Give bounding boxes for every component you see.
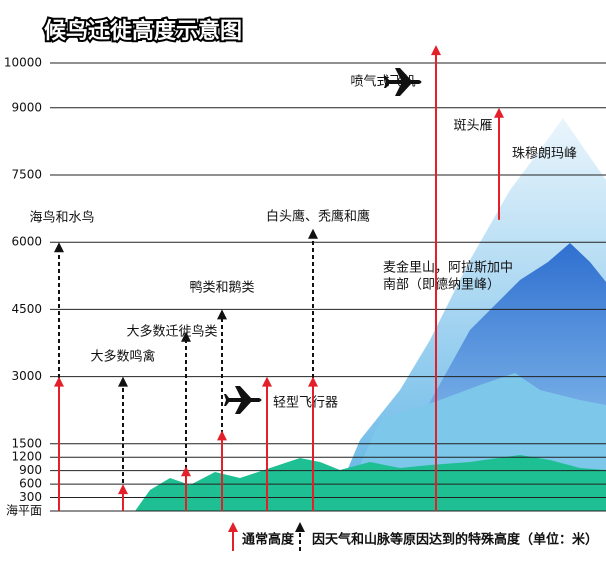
y-tick-label: 海平面 (6, 503, 42, 518)
mountains (135, 118, 606, 511)
annotation: 珠穆朗玛峰 (512, 147, 577, 162)
usual-arrow-head (181, 466, 191, 477)
legend-special-head (295, 522, 305, 532)
legend-usual-head (228, 522, 238, 532)
plane-icon (224, 386, 262, 414)
special-arrow-head (118, 376, 128, 387)
item-label: 大多数迁徙鸟类 (126, 324, 217, 340)
y-tick-label: 300 (19, 490, 42, 504)
y-tick-label: 900 (19, 463, 42, 477)
y-tick-label: 10000 (4, 56, 42, 70)
item-label: 白头鹰、秃鹰和鹰 (266, 209, 370, 225)
item-label: 大多数鸣禽 (90, 349, 155, 365)
usual-arrow-head (431, 45, 441, 56)
usual-arrow-head (308, 376, 318, 387)
y-tick-label: 3000 (11, 369, 42, 383)
chart-title: 候鸟迁徙高度示意图 (44, 18, 242, 44)
item-label: 喷气式飞机 (350, 74, 415, 90)
special-arrow-head (217, 309, 227, 320)
jet-icon (384, 68, 422, 96)
usual-arrow-head (494, 107, 504, 118)
annotation: 南部（即德纳里峰） (383, 277, 500, 293)
y-tick-label: 1200 (11, 450, 42, 464)
special-arrow-head (54, 242, 64, 253)
y-tick-label: 600 (19, 477, 42, 491)
y-tick-label: 4500 (11, 302, 42, 316)
item-label: 鸭类和鹅类 (189, 280, 254, 296)
item-label: 海鸟和水鸟 (29, 210, 94, 226)
y-tick-label: 6000 (11, 235, 42, 249)
usual-arrow-head (54, 376, 64, 387)
y-tick-label: 9000 (11, 100, 42, 114)
usual-arrow-head (118, 484, 128, 495)
item-label: 斑头雁 (453, 119, 492, 134)
special-arrow-head (308, 228, 318, 239)
grid (50, 62, 606, 512)
hills (135, 455, 606, 511)
item-label: 轻型飞行器 (273, 396, 338, 411)
special-arrow-head (181, 331, 191, 342)
annotation: 麦金里山，阿拉斯加中 (383, 260, 513, 276)
legend-label: 因天气和山脉等原因达到的特殊高度（单位：米） (312, 532, 598, 548)
usual-arrow-head (217, 430, 227, 441)
y-tick-label: 1500 (11, 436, 42, 450)
usual-arrow-head (262, 376, 272, 387)
legend-label: 通常高度 (242, 532, 295, 548)
y-tick-label: 7500 (11, 168, 42, 182)
